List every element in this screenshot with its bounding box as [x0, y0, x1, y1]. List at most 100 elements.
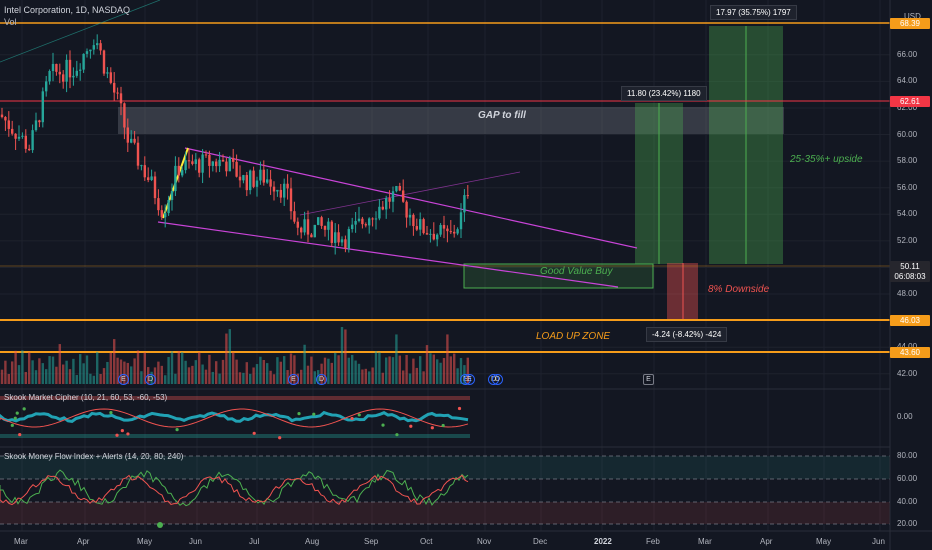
candle-body [293, 211, 296, 222]
candle-body [361, 218, 364, 225]
volume-bar [17, 365, 21, 384]
candle-body [31, 130, 34, 151]
event-marker-e[interactable]: E [118, 374, 129, 385]
time-tick: Feb [646, 537, 660, 546]
time-tick: Aug [305, 537, 320, 546]
volume-bar [340, 327, 344, 384]
candle-body [119, 93, 123, 104]
candle-body [174, 165, 177, 192]
time-tick: Mar [14, 537, 28, 546]
volume-bar [344, 329, 347, 384]
volume-bar [92, 375, 95, 384]
volume-bar [303, 344, 306, 384]
volume-bar [41, 363, 44, 384]
wedge-lower-line [157, 221, 619, 288]
volume-bar [456, 368, 459, 384]
event-marker-d[interactable]: D [316, 374, 327, 385]
candle-body [24, 135, 27, 149]
cipher-upper-band [0, 396, 470, 400]
volume-bar [55, 366, 58, 384]
event-marker-e[interactable]: E [643, 374, 654, 385]
candle-body [167, 199, 170, 214]
candle-body [140, 165, 143, 167]
volume-bar [439, 362, 442, 384]
candle-body [391, 191, 395, 202]
volume-bar [65, 360, 68, 384]
volume-bar [123, 361, 126, 384]
candle-body [385, 198, 388, 210]
candle-body [11, 128, 14, 134]
cipher-dot [457, 406, 462, 411]
volume-bar [225, 333, 228, 384]
volume-bar [218, 373, 221, 384]
candle-body [252, 170, 255, 187]
candle-body [259, 169, 262, 181]
volume-bar [262, 360, 265, 384]
volume-bar [313, 371, 316, 384]
volume-bar [75, 375, 78, 384]
candle-body [449, 231, 452, 233]
candle-body [7, 120, 10, 129]
volume-bar [371, 367, 374, 384]
event-marker-d[interactable]: D [492, 374, 503, 385]
volume-bar [415, 367, 418, 384]
symbol-title[interactable]: Intel Corporation, 1D, NASDAQ [4, 5, 131, 15]
volume-bar [204, 369, 208, 384]
candle-body [153, 176, 157, 199]
candle-body [208, 154, 211, 166]
event-marker-d[interactable]: D [145, 374, 156, 385]
volume-bar [293, 355, 296, 384]
cipher-dot [10, 423, 14, 427]
volume-label[interactable]: Vol [4, 17, 17, 27]
volume-bar [337, 355, 340, 384]
volume-bar [113, 339, 116, 384]
volume-bar [7, 374, 10, 384]
candle-body [204, 154, 208, 156]
cipher-dot [278, 436, 282, 440]
volume-bar [51, 356, 55, 384]
candle-body [109, 72, 112, 83]
price-tick: 44.00 [897, 342, 917, 351]
candle-body [364, 224, 367, 226]
candle-body [116, 92, 119, 94]
cipher-indicator-title[interactable]: Skook Market Cipher (10, 21, 60, 53, -60… [4, 393, 168, 402]
candle-body [194, 159, 197, 164]
event-marker-e[interactable]: E [288, 374, 299, 385]
candle-body [402, 190, 405, 202]
mfi-indicator-title[interactable]: Skook Money Flow Index + Alerts (14, 20,… [4, 452, 184, 461]
volume-bar [58, 344, 61, 384]
candle-body [157, 198, 160, 211]
candle-body [0, 114, 4, 118]
time-tick: Mar [698, 537, 712, 546]
cipher-dot [357, 413, 361, 417]
volume-bar [170, 351, 174, 384]
volume-bar [334, 352, 337, 384]
volume-bar [306, 365, 310, 384]
cipher-dot [252, 431, 256, 435]
candle-body [34, 120, 38, 131]
candle-body [357, 218, 361, 221]
candle-body [249, 170, 252, 191]
candle-body [150, 176, 153, 181]
candle-body [187, 160, 191, 162]
volume-bar [24, 372, 27, 384]
indicator-tick: 60.00 [897, 474, 918, 483]
volume-bars [0, 327, 469, 384]
candle-body [4, 117, 7, 121]
volume-bar [459, 358, 463, 384]
volume-bar [62, 364, 65, 384]
time-tick: 2022 [594, 537, 612, 546]
cipher-dot [18, 432, 22, 437]
event-marker-e[interactable]: E [464, 374, 475, 385]
candle-body [374, 218, 378, 220]
volume-bar [446, 334, 449, 384]
candle-body [419, 219, 422, 230]
candle-body [276, 189, 279, 192]
volume-bar [330, 362, 333, 384]
candle-body [225, 161, 228, 172]
cipher-dot [297, 412, 301, 416]
volume-bar [48, 356, 51, 384]
candle-body [296, 221, 299, 228]
